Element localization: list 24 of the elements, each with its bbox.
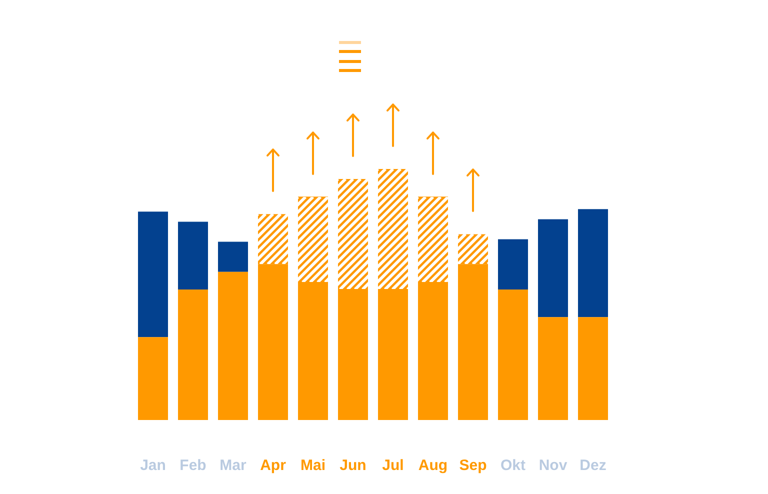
- x-tick-label: Jun: [340, 457, 366, 474]
- x-tick-label: Mai: [300, 457, 326, 474]
- bar: [218, 242, 248, 272]
- bar: [538, 317, 568, 420]
- x-tick-label: Feb: [180, 457, 206, 474]
- x-tick-label: Nov: [538, 457, 568, 474]
- x-tick-label: Jan: [140, 457, 166, 474]
- bar: [538, 219, 568, 318]
- x-tick-label: Mar: [220, 457, 246, 474]
- bar: [498, 289, 528, 420]
- x-tick-label: Sep: [459, 457, 487, 474]
- x-tick-label: Jul: [382, 457, 404, 474]
- bar: [578, 209, 608, 318]
- x-tick-label: Aug: [418, 457, 448, 474]
- x-tick-label: Okt: [500, 457, 526, 474]
- bar: [178, 222, 208, 290]
- x-tick-label: Dez: [580, 457, 606, 474]
- x-tick-label: Apr: [260, 457, 286, 474]
- bar: [178, 289, 208, 420]
- bar: [138, 212, 168, 338]
- bar: [498, 239, 528, 290]
- bar: [218, 272, 248, 420]
- bar: [578, 317, 608, 420]
- bar: [138, 337, 168, 420]
